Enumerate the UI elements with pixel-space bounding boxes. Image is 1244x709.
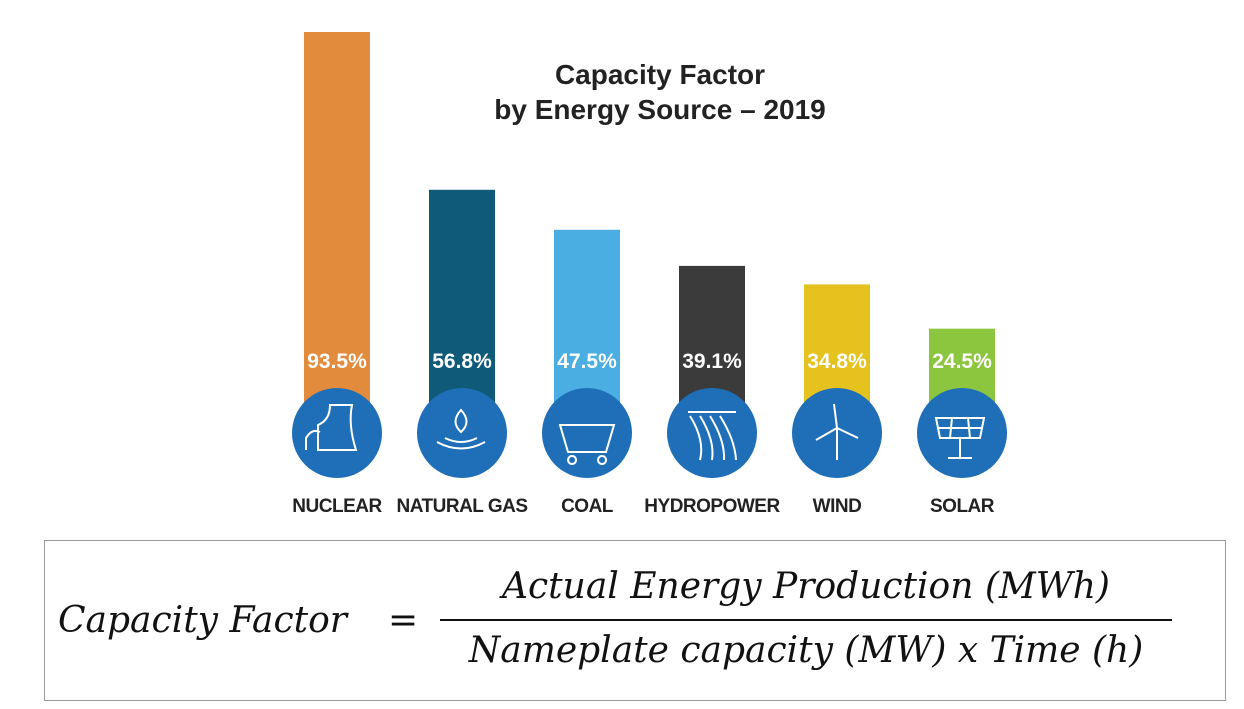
category-label: NATURAL GAS <box>396 496 527 517</box>
category-label: HYDROPOWER <box>644 496 780 517</box>
category-label: WIND <box>813 496 862 517</box>
chart-subtitle: by Energy Source – 2019 <box>494 94 826 125</box>
icon <box>688 411 737 461</box>
icon <box>558 424 616 465</box>
bar <box>304 32 370 434</box>
chart-title: Capacity Factor <box>555 59 765 90</box>
icon <box>436 408 486 450</box>
value-label: 39.1% <box>682 350 742 373</box>
bars: 93.5% NUCLEAR 56.8% NATURAL GAS 47.5% COAL 39.… <box>292 32 1007 517</box>
formula-equals: = <box>388 600 418 641</box>
formula-box <box>44 540 1226 701</box>
value-label: 34.8% <box>807 350 867 373</box>
icon <box>934 417 986 459</box>
icon-circle <box>542 388 632 478</box>
value-label: 47.5% <box>557 350 617 373</box>
formula-denominator: Nameplate capacity (MW) x Time (h) <box>468 630 1144 671</box>
icon-circle <box>417 388 507 478</box>
value-label: 24.5% <box>932 350 992 373</box>
formula-lhs: Capacity Factor <box>58 600 349 641</box>
value-label: 93.5% <box>307 350 367 373</box>
category-label: NUCLEAR <box>292 496 382 517</box>
icon-circle <box>667 388 757 478</box>
icon-circle <box>292 388 382 478</box>
category-label: SOLAR <box>930 496 995 517</box>
icon <box>305 404 358 451</box>
icon-circle <box>917 388 1007 478</box>
value-label: 56.8% <box>432 350 492 373</box>
category-label: COAL <box>561 496 614 517</box>
icon <box>815 403 859 460</box>
formula-numerator: Actual Energy Production (MWh) <box>499 566 1110 607</box>
